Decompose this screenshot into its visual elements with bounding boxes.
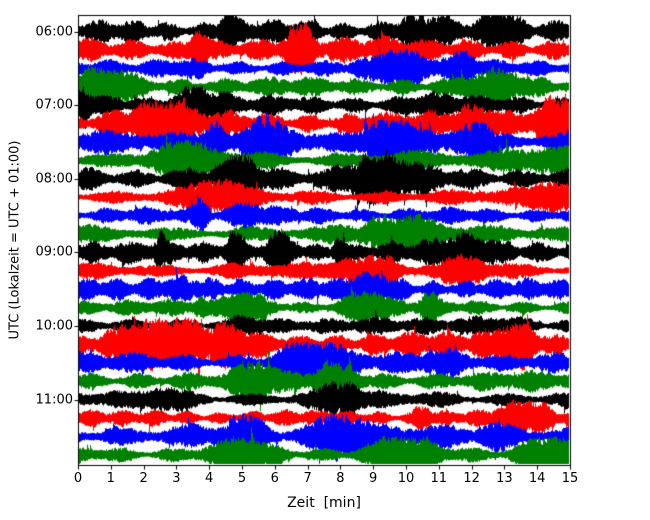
x-tick-label: 10 [397, 471, 415, 486]
x-tick-label: 5 [237, 471, 247, 486]
x-axis-label: Zeit [min] [287, 495, 361, 511]
y-tick-label: 08:00 [35, 171, 73, 187]
x-tick-label: 7 [303, 471, 312, 486]
y-axis-label: UTC (Lokalzeit = UTC + 01:00) [7, 140, 23, 340]
x-tick-label: 3 [172, 471, 181, 486]
y-tick-label: 10:00 [35, 318, 73, 334]
x-tick-label: 9 [369, 471, 378, 486]
x-tick-label: 15 [561, 471, 579, 486]
x-tick-label: 6 [270, 471, 279, 486]
y-tick-label: 09:00 [35, 244, 73, 260]
x-tick-label: 2 [139, 471, 148, 486]
y-tick-label: 11:00 [35, 392, 73, 408]
x-tick-label: 13 [496, 471, 513, 486]
x-tick-label: 8 [336, 471, 345, 486]
x-tick-label: 0 [73, 471, 83, 486]
x-tick-label: 1 [106, 471, 115, 486]
x-tick-label: 12 [463, 471, 480, 486]
y-tick-label: 07:00 [35, 97, 73, 113]
x-tick-label: 11 [430, 471, 448, 486]
x-tick-label: 14 [528, 471, 546, 486]
x-tick-label: 4 [205, 471, 214, 486]
y-tick-label: 06:00 [35, 24, 73, 40]
